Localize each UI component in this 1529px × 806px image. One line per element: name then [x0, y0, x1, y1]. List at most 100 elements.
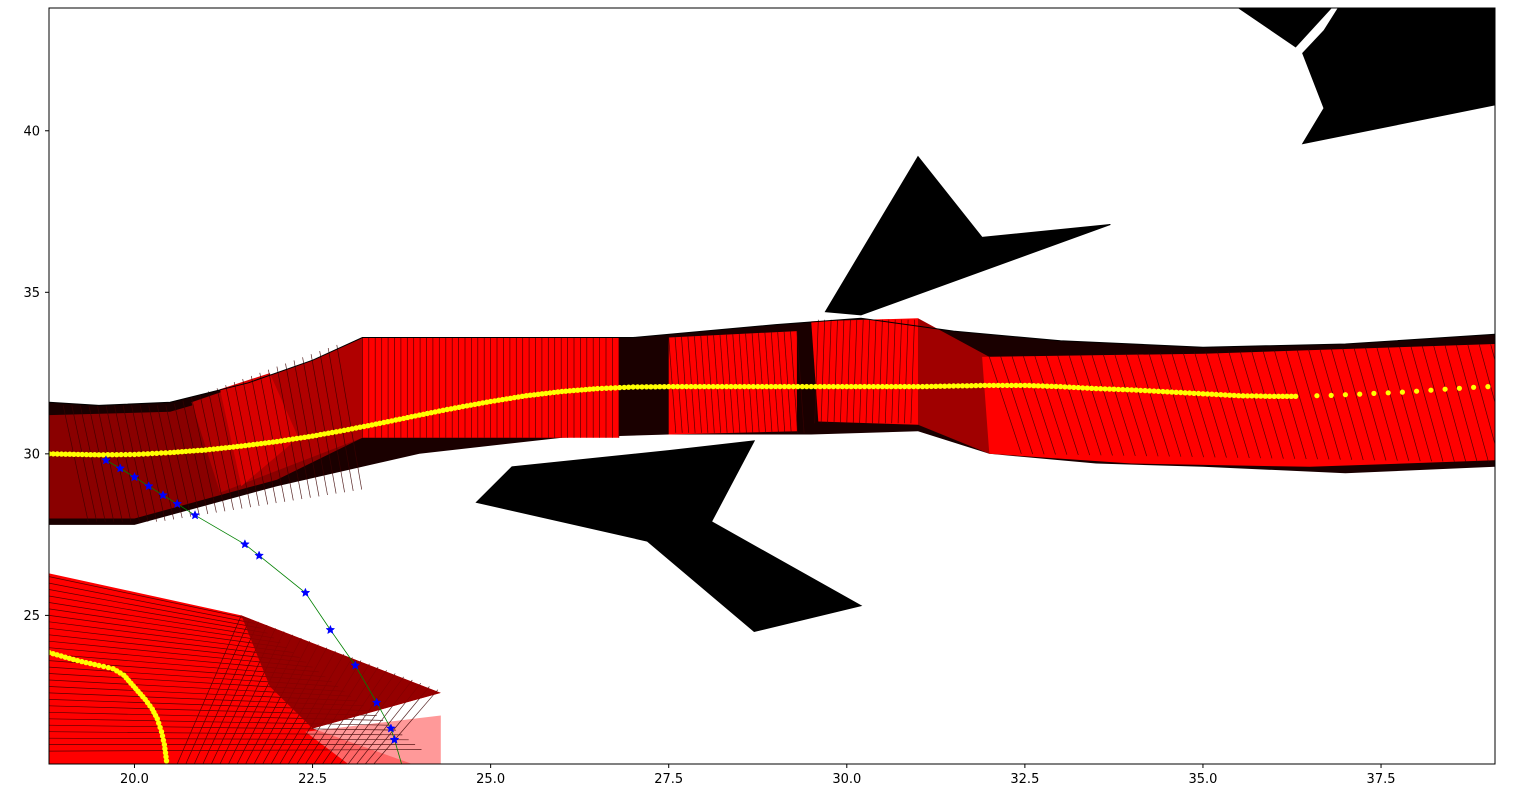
reference-path-point [62, 654, 68, 660]
reference-path-point [145, 451, 151, 457]
reference-path-point [648, 384, 654, 390]
reference-path-point [100, 663, 107, 670]
reference-path-point [1262, 393, 1269, 399]
reference-path-point [772, 383, 779, 390]
reference-path-point [195, 447, 201, 454]
reference-path-point [621, 384, 627, 391]
reference-path-point [278, 438, 284, 444]
reference-path-point [210, 446, 217, 452]
footprint-edge-line [1102, 353, 1136, 457]
reference-path-point [861, 383, 868, 390]
trajectory-point [385, 723, 396, 733]
trajectory-line [105, 459, 402, 764]
reference-path-point [301, 434, 308, 440]
reference-path-point [579, 387, 585, 393]
x-tick-label: 20.0 [120, 772, 149, 787]
reference-path-point [100, 452, 107, 458]
reference-path-point [582, 386, 589, 393]
reference-path-point [161, 741, 168, 748]
reference-path-point [58, 451, 65, 457]
footprint-edge-line [285, 363, 311, 498]
reference-path-point [191, 448, 197, 454]
footprint-edge-line [1125, 353, 1159, 457]
reference-path-point [1253, 393, 1260, 399]
footprint-edge-line [833, 319, 838, 424]
reference-path-point [162, 750, 169, 756]
footprint-edge-line [865, 319, 870, 424]
reference-path-point [385, 419, 391, 425]
reference-path-point [87, 660, 94, 667]
footprint-edge-line [268, 369, 294, 501]
reference-path-point [1053, 383, 1059, 390]
reference-path-point [563, 388, 569, 394]
reference-path-point [594, 385, 601, 392]
reference-path-point [159, 733, 166, 739]
reference-path-point [723, 383, 730, 390]
footprint-edge-line [1137, 353, 1170, 457]
reference-path-point [349, 426, 355, 432]
footprint-edge-line [193, 621, 259, 764]
footprint-edge-line [156, 405, 183, 519]
footprint-edge-line [302, 357, 328, 496]
reference-path [49, 382, 1491, 764]
footprint-edge-line [122, 405, 149, 522]
reference-path-point [1218, 392, 1224, 398]
reference-path-point [154, 450, 160, 456]
footprint-edge-line [1433, 345, 1467, 462]
x-tick-label: 30.0 [832, 772, 861, 787]
footprint-edge-line [199, 394, 226, 512]
reference-path-point [75, 451, 81, 458]
footprint-edge-line [745, 333, 754, 433]
reference-path-point [812, 383, 819, 390]
footprint-edge-line [1330, 348, 1364, 461]
reference-path-point [559, 388, 565, 395]
reference-path-point [487, 398, 494, 405]
reference-path-point [643, 384, 650, 390]
reference-path-point [222, 445, 229, 451]
reference-path-point [118, 451, 124, 458]
x-tick-label: 27.5 [654, 772, 683, 787]
reference-path-point [1456, 385, 1462, 391]
trajectory-point [325, 624, 336, 635]
reference-path-point [1173, 389, 1179, 395]
reference-path-point [567, 388, 573, 394]
footprint-edge-line [49, 595, 268, 634]
footprint-edge-line [49, 718, 390, 726]
reference-path-point [238, 443, 244, 449]
reference-path-point [946, 383, 952, 389]
footprint-edge-line [846, 319, 851, 424]
reference-path-point [1178, 389, 1184, 396]
y-tick-label: 25 [23, 609, 40, 624]
reference-path-point [432, 409, 438, 415]
reference-path-point [955, 383, 961, 389]
reference-path-point [527, 392, 533, 398]
footprint-edge-line [878, 319, 883, 424]
footprint-edge-line [293, 360, 320, 497]
reference-path-point [1275, 393, 1282, 399]
reference-path-point [163, 754, 169, 760]
footprint-edge-line [1478, 344, 1495, 404]
footprint-edge-line [139, 405, 166, 521]
reference-path-point [207, 446, 213, 453]
footprint-edge-line [327, 347, 354, 491]
reference-path-point [361, 423, 367, 430]
x-tick-label: 22.5 [298, 772, 327, 787]
road-upper-edge [49, 317, 1495, 406]
reference-path-point [599, 385, 605, 392]
trajectory-point [190, 510, 200, 520]
footprint-edge-line [1068, 354, 1102, 456]
reference-path-point [777, 383, 783, 390]
reference-path-point [919, 383, 926, 390]
reference-path-point [710, 383, 716, 390]
axes-frame [48, 7, 1496, 765]
footprint-edge-line [1080, 354, 1113, 456]
reference-path-point [959, 383, 966, 389]
reference-path-point [1357, 391, 1363, 397]
footprint-edge-line [1148, 352, 1182, 457]
reference-path-point [1428, 387, 1434, 393]
reference-path-point [543, 390, 549, 397]
footprint-edge-line [131, 405, 157, 522]
footprint-edge-line [182, 400, 209, 515]
reference-path-point [741, 383, 748, 390]
